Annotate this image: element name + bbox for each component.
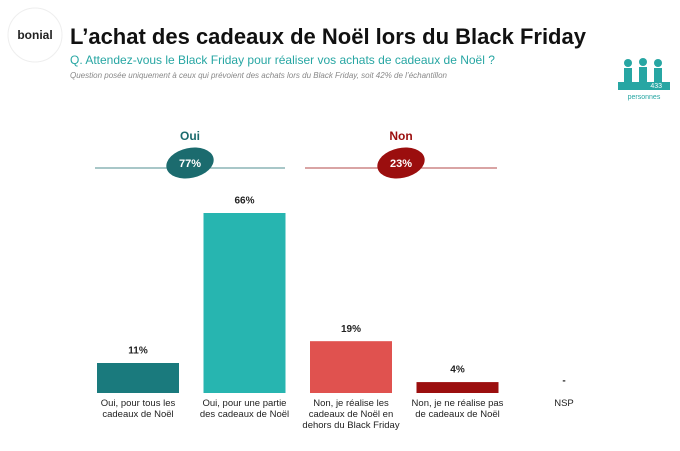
- bar: [97, 363, 179, 393]
- value-label: 4%: [450, 365, 465, 376]
- group-badge: [166, 147, 214, 179]
- chart-title: L’achat des cadeaux de Noël lors du Blac…: [70, 24, 587, 49]
- logo-circle: [7, 7, 63, 63]
- x-tick-label: Non, je réalise les cadeaux de Noël en d…: [302, 398, 400, 431]
- group-badge: [377, 147, 425, 179]
- group-label: Oui: [180, 129, 200, 143]
- group-value: 23%: [390, 158, 412, 170]
- bar: [310, 341, 392, 393]
- logo: bonial: [17, 28, 52, 42]
- x-tick-label: Non, je ne réalise pas de cadeaux de Noë…: [411, 398, 504, 420]
- panel-size: 433: [650, 83, 662, 90]
- value-label: 66%: [234, 196, 254, 207]
- subtitle: Q. Attendez-vous le Black Friday pour ré…: [70, 53, 495, 67]
- note: Question posée uniquement à ceux qui pré…: [70, 71, 448, 80]
- panel-unit: personnes: [628, 94, 661, 101]
- bar: [203, 213, 286, 393]
- group-label: Non: [389, 129, 412, 143]
- bar: [416, 382, 499, 393]
- value-label: 11%: [128, 346, 148, 357]
- group-value: 77%: [179, 158, 201, 170]
- value-label: 19%: [341, 324, 361, 335]
- x-tick-label: NSP: [554, 398, 574, 409]
- x-tick-label: Oui, pour une partie des cadeaux de Noël: [199, 398, 290, 420]
- panel-icon: [618, 58, 670, 90]
- value-label: -: [562, 376, 565, 387]
- x-tick-label: Oui, pour tous les cadeaux de Noël: [100, 398, 176, 420]
